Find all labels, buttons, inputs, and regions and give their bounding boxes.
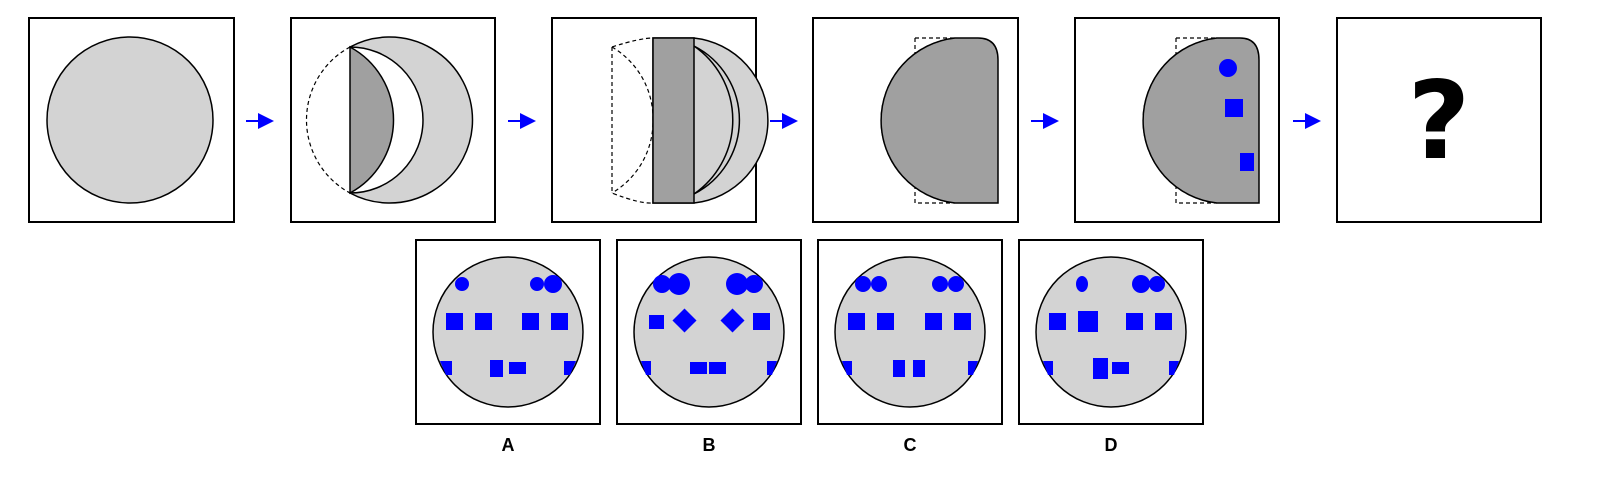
paper-remaining — [349, 36, 474, 204]
option-d-label: D — [1105, 435, 1118, 455]
dashed-rect-outline — [914, 37, 955, 204]
step-3-panel — [551, 17, 769, 223]
step-5-panel — [1074, 17, 1280, 223]
option-a[interactable]: A — [415, 239, 601, 455]
paper-right-cap — [693, 45, 741, 195]
option-c-label: C — [904, 435, 917, 455]
punched-strip — [1142, 37, 1260, 204]
step-2-panel — [290, 17, 496, 223]
dashed-fold-outline — [611, 37, 654, 204]
dashed-original-outline — [305, 46, 351, 194]
dashed-rect-outline — [1175, 37, 1217, 204]
hole-rect — [1240, 153, 1254, 171]
answer-panel: ? — [1336, 17, 1542, 223]
folded-band — [652, 37, 695, 204]
option-a-label: A — [502, 435, 515, 455]
hole-square — [1225, 99, 1243, 117]
option-c[interactable]: C — [817, 239, 1003, 455]
question-mark: ? — [1408, 59, 1471, 184]
step-1-panel — [28, 17, 235, 223]
paper-circle — [46, 36, 214, 204]
step-4-panel — [812, 17, 1019, 223]
option-b-label: B — [703, 435, 716, 455]
folded-flap — [349, 45, 395, 195]
folded-strip — [880, 37, 999, 204]
hole-circle — [1219, 59, 1237, 77]
option-b[interactable]: B — [616, 239, 802, 455]
option-d[interactable]: D — [1018, 239, 1204, 455]
